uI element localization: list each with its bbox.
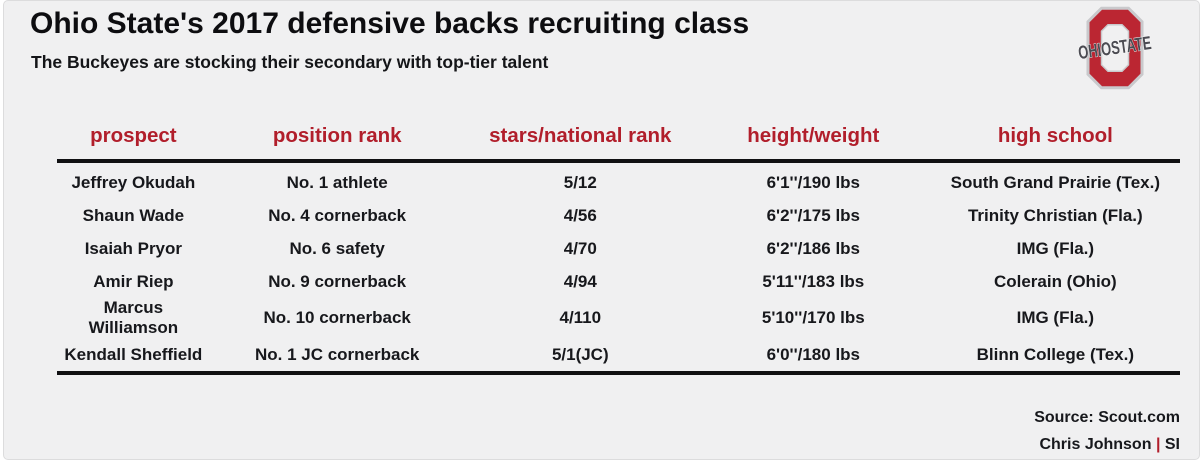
- table-cell: No. 4 cornerback: [268, 205, 407, 225]
- table-row: Amir Riep No. 9 cornerback 4/94 5'11''/183 …: [57, 265, 1180, 298]
- table-cell: No. 6 safety: [289, 238, 385, 258]
- table-cell: 5/1(JC): [464, 338, 696, 375]
- table-cell: IMG (Fla.): [1016, 238, 1095, 258]
- table-cell: 5'11''/183 lbs: [762, 271, 865, 291]
- table-cell: 6'2''/175 lbs: [766, 205, 861, 225]
- table-cell: Amir Riep: [93, 271, 174, 291]
- table-cell: 4/94: [563, 271, 597, 291]
- block-o-hole: [1102, 25, 1128, 71]
- table-cell: Colerain (Ohio): [993, 271, 1117, 291]
- credit-line: Chris Johnson | SI: [1034, 431, 1180, 458]
- table-cell: 6'1''/190 lbs: [766, 172, 861, 192]
- credit-org: SI: [1164, 436, 1180, 453]
- table-cell: 5/12: [563, 172, 597, 192]
- graphic-card: [3, 0, 1200, 460]
- table-header-row: prospect position rank stars/national rank…: [57, 124, 1180, 163]
- table-cell: No. 1 JC cornerback: [209, 338, 465, 375]
- recruits-table: prospect position rank stars/national rank…: [57, 124, 1180, 375]
- table-cell: Shaun Wade: [82, 205, 185, 225]
- table-row: Shaun Wade No. 4 cornerback 4/56 6'2''/175 …: [57, 199, 1180, 232]
- table-cell: Kendall Sheffield: [57, 338, 210, 375]
- table-row: Jeffrey Okudah No. 1 athlete 5/12 6'1''/190…: [57, 161, 1180, 199]
- page-title: Ohio State's 2017 defensive backs recrui…: [30, 7, 750, 40]
- table-row: Marcus Williamson No. 10 cornerback 4/110 5…: [57, 298, 1180, 338]
- credit-name: Chris Johnson: [1039, 436, 1152, 453]
- table-row: Kendall Sheffield No. 1 JC cornerback 5/1(…: [57, 338, 1180, 375]
- table-cell: 6'2''/186 lbs: [766, 238, 861, 258]
- table-cell: No. 9 cornerback: [268, 271, 407, 291]
- table-cell: IMG (Fla.): [1016, 308, 1095, 327]
- table-cell: 4/110: [559, 308, 602, 327]
- column-header: height/weight: [695, 124, 931, 163]
- ohio-state-logo-icon: OHIOSTATE: [1076, 6, 1153, 90]
- table-body: Jeffrey Okudah No. 1 athlete 5/12 6'1''/190…: [57, 161, 1180, 375]
- column-header: prospect: [57, 124, 210, 163]
- table-cell: No. 10 cornerback: [263, 308, 411, 327]
- table-row: Isaiah Pryor No. 6 safety 4/70 6'2''/186 lb…: [57, 232, 1180, 265]
- column-header: position rank: [209, 124, 465, 163]
- table-cell: Isaiah Pryor: [84, 238, 183, 258]
- table-cell: South Grand Prairie (Tex.): [950, 172, 1161, 192]
- table-cell: Jeffrey Okudah: [71, 172, 196, 192]
- table-cell: Blinn College (Tex.): [930, 338, 1180, 375]
- table-cell: No. 1 athlete: [286, 172, 388, 192]
- table-cell: 4/70: [563, 238, 597, 258]
- table-cell: Marcus Williamson: [88, 298, 179, 337]
- table-cell: Trinity Christian (Fla.): [967, 205, 1143, 225]
- column-header: stars/national rank: [464, 124, 696, 163]
- page-subtitle: The Buckeyes are stocking their secondar…: [31, 52, 549, 72]
- table-cell: 6'0''/180 lbs: [695, 338, 931, 375]
- source-line: Source: Scout.com: [1034, 409, 1180, 426]
- table-cell: 4/56: [563, 205, 597, 225]
- attribution: Source: Scout.com Chris Johnson | SI: [1034, 404, 1180, 458]
- table-cell: 5'10''/170 lbs: [761, 308, 865, 327]
- column-header: high school: [930, 124, 1180, 163]
- credit-separator: |: [1155, 436, 1161, 453]
